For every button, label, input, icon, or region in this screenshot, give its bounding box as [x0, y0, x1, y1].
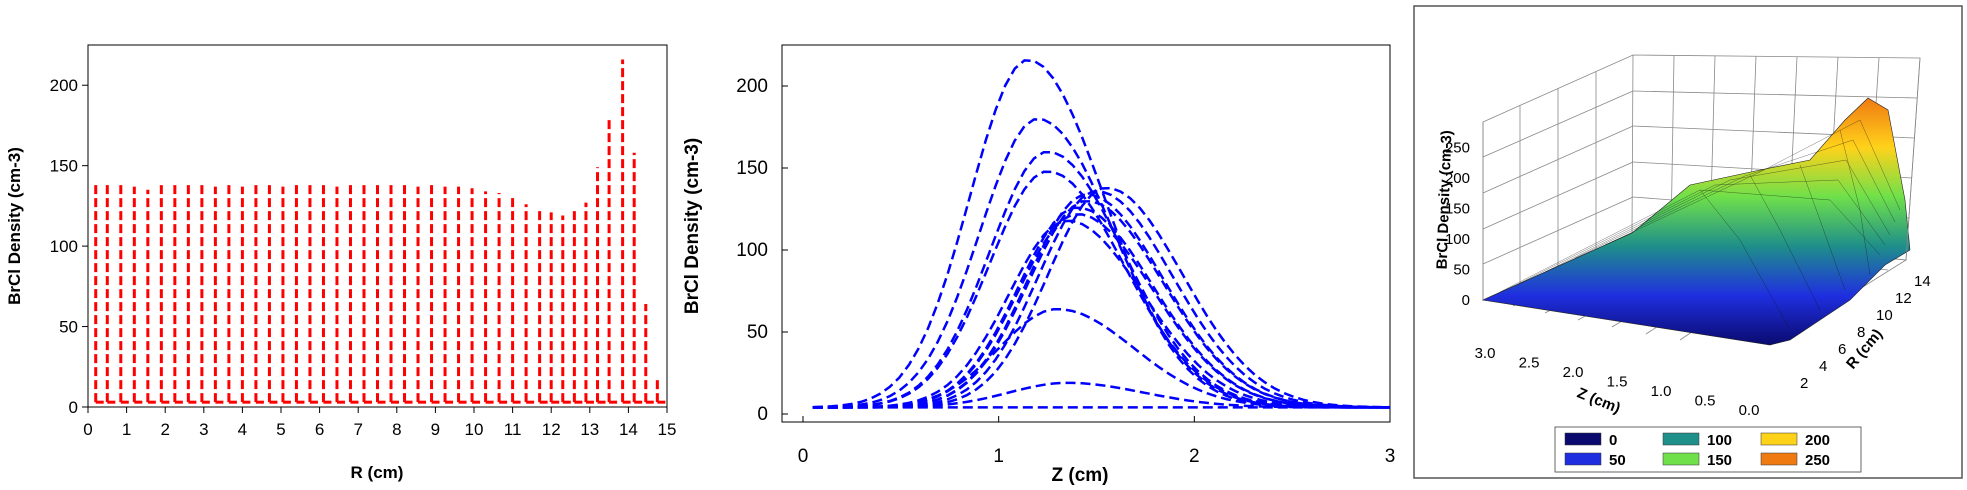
right-x-tick-label: 0.5: [1695, 393, 1716, 410]
left-x-tick-label: 12: [542, 420, 561, 439]
middle-y-tick-label: 100: [736, 240, 768, 261]
right-z-tick-label: 0: [1462, 292, 1470, 309]
right-z-tick-label: 250: [1445, 140, 1470, 157]
density-curve: [812, 150, 1390, 409]
middle-y-tick-label: 200: [736, 76, 768, 97]
right-y-tick-label: 8: [1857, 324, 1865, 341]
left-x-tick-label: 11: [504, 420, 522, 439]
left-x-tick-label: 5: [276, 420, 285, 439]
legend-label: 100: [1707, 432, 1732, 449]
right-x-tick-label: 1.0: [1651, 383, 1672, 400]
right-z-tick-label: 200: [1445, 170, 1470, 187]
left-y-axis-label: BrCl Density (cm-3): [5, 147, 24, 305]
left-y-tick-label: 150: [50, 157, 78, 176]
axis-edges: [1482, 57, 1921, 300]
left-x-tick-label: 6: [315, 420, 324, 439]
middle-x-tick-label: 2: [1189, 446, 1200, 467]
density-surface: [1481, 97, 1911, 346]
surface-legend: 0 50 100 150 200 250: [1554, 426, 1862, 473]
left-x-tick-label: 1: [122, 420, 131, 439]
legend-swatch: [1760, 452, 1798, 466]
middle-y-tick-label: 50: [747, 322, 768, 343]
legend-swatch: [1564, 432, 1602, 446]
density-curve: [812, 118, 1390, 409]
density-curve: [812, 59, 1390, 409]
right-z-tick-label: 100: [1445, 231, 1470, 248]
right-y-tick-label: 6: [1838, 341, 1846, 358]
right-y-tick-label: 4: [1819, 358, 1827, 375]
middle-plot-frame: [781, 44, 1391, 423]
left-x-tick-label: 9: [431, 420, 440, 439]
left-x-tick-label: 14: [619, 420, 638, 439]
middle-x-tick-label: 1: [993, 446, 1004, 467]
right-x-tick-label: 1.5: [1607, 374, 1628, 391]
right-y-tick-label: 14: [1914, 273, 1931, 290]
left-x-tick-label: 0: [83, 420, 92, 439]
middle-x-axis-label: Z (cm): [1052, 465, 1109, 486]
right-x-tick-label: 0.0: [1739, 402, 1760, 419]
left-x-axis-label: R (cm): [351, 463, 404, 482]
density-curve: [812, 186, 1391, 409]
legend-label: 250: [1805, 452, 1830, 469]
left-x-tick-label: 10: [465, 420, 484, 439]
right-y-tick-label: 2: [1800, 375, 1808, 392]
legend-swatch: [1662, 432, 1700, 446]
density-curve: [812, 170, 1390, 409]
right-z-axis-label: BrCl Density (cm-3): [1434, 130, 1456, 270]
left-y-tick-label: 50: [59, 318, 78, 337]
left-x-tick-label: 7: [353, 420, 362, 439]
legend-label: 200: [1805, 432, 1830, 449]
density-curve: [812, 219, 1390, 409]
left-x-tick-label: 2: [160, 420, 169, 439]
legend-swatch: [1760, 432, 1798, 446]
middle-y-axis-label: BrCl Density (cm-3): [682, 138, 703, 314]
left-x-tick-label: 4: [238, 420, 247, 439]
right-x-tick-label: 3.0: [1475, 345, 1496, 362]
left-y-tick-label: 0: [69, 398, 78, 417]
legend-swatch: [1662, 452, 1700, 466]
left-x-tick-label: 3: [199, 420, 208, 439]
right-x-tick-label: 2.5: [1519, 355, 1540, 372]
middle-y-tick-label: 0: [757, 404, 768, 425]
middle-x-tick-label: 3: [1385, 446, 1396, 467]
right-y-tick-label: 12: [1895, 290, 1912, 307]
legend-label: 150: [1707, 452, 1732, 469]
density-curve: [812, 308, 1390, 409]
middle-y-tick-label: 150: [736, 158, 768, 179]
legend-label: 50: [1609, 452, 1626, 469]
left-y-tick-label: 100: [50, 237, 78, 256]
left-y-tick-label: 200: [50, 76, 78, 95]
right-x-tick-label: 2.0: [1563, 364, 1584, 381]
legend-label: 0: [1609, 432, 1617, 449]
middle-x-tick-label: 0: [798, 446, 809, 467]
legend-swatch: [1564, 452, 1602, 466]
right-y-tick-label: 10: [1876, 307, 1893, 324]
left-x-tick-label: 8: [392, 420, 401, 439]
left-plot-frame: [87, 44, 668, 408]
right-z-tick-label: 150: [1445, 201, 1470, 218]
right-z-tick-label: 50: [1453, 262, 1470, 279]
left-x-tick-label: 13: [580, 420, 599, 439]
middle-chart: 0 50 100 150 200 0 1 2 3 Z (cm) BrCl Density (c…: [682, 44, 1396, 486]
left-x-tick-label: 15: [658, 420, 677, 439]
